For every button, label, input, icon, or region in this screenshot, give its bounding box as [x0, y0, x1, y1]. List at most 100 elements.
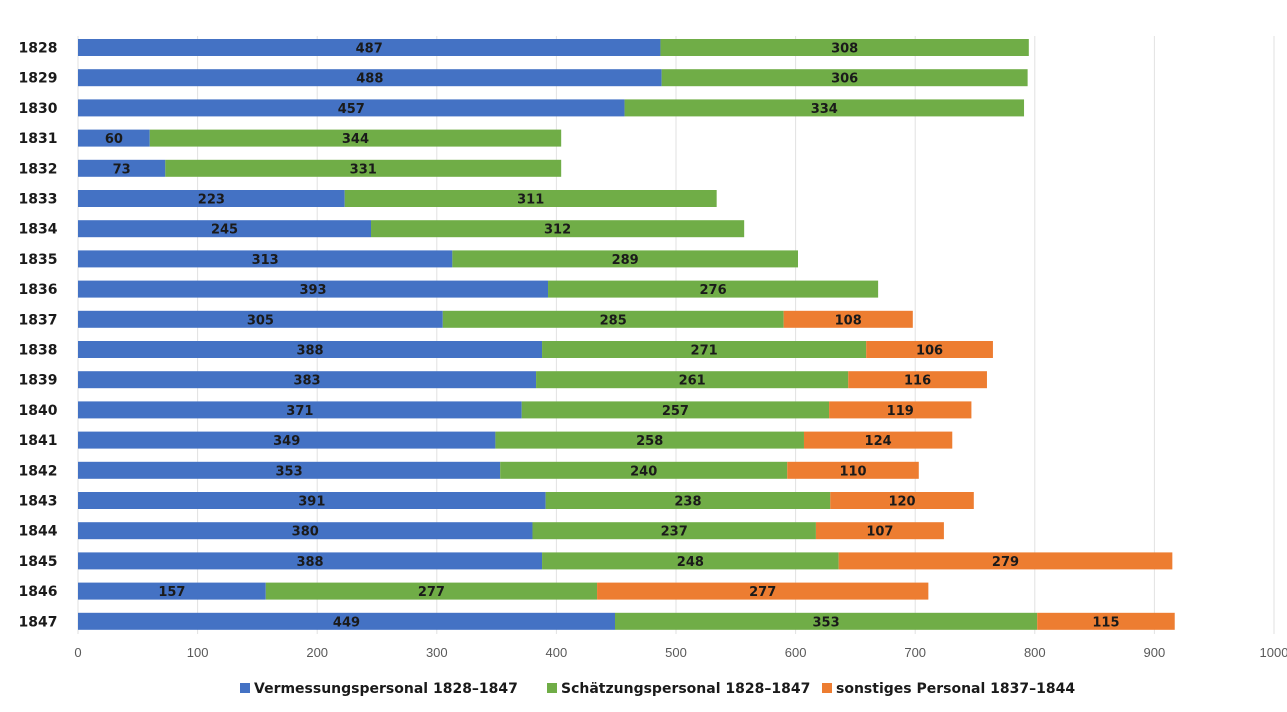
bar-segment-s2	[783, 310, 913, 328]
bar-segment-s1	[344, 190, 717, 207]
bar-segment-s0	[78, 159, 166, 177]
bar-segment-s0	[78, 250, 453, 268]
bar-segment-s0	[78, 612, 616, 630]
x-tick-label: 1000	[1260, 645, 1287, 660]
y-category-label: 1835	[19, 252, 58, 268]
data-label: 312	[544, 223, 571, 238]
bar-segment-s1	[500, 461, 788, 479]
bar-segment-s1	[371, 220, 745, 238]
y-category-label: 1847	[19, 614, 58, 630]
y-category-label: 1828	[19, 41, 58, 57]
y-category-label: 1833	[19, 192, 58, 208]
bar-segment-s0	[78, 39, 661, 56]
y-category-label: 1834	[19, 222, 58, 238]
bar-segment-s0	[78, 220, 372, 238]
bar-segment-s2	[830, 492, 974, 509]
y-category-label: 1845	[19, 554, 58, 570]
data-label: 289	[612, 253, 639, 268]
legend: Vermessungspersonal 1828–1847 Schätzungsp…	[240, 681, 1075, 697]
data-label: 116	[904, 374, 931, 389]
data-label: 353	[276, 464, 303, 479]
data-label: 457	[338, 102, 365, 117]
x-tick-label: 700	[904, 645, 926, 660]
bar-segment-s2	[803, 431, 953, 449]
data-label: 277	[418, 585, 445, 600]
data-label: 277	[749, 585, 776, 600]
y-category-label: 1836	[19, 282, 58, 298]
bar-segment-s1	[661, 69, 1028, 87]
bar-segment-s1	[452, 250, 798, 268]
bar-segment-s0	[78, 371, 537, 389]
data-label: 124	[865, 434, 892, 449]
bar-segment-s2	[597, 582, 929, 600]
data-label: 308	[831, 42, 858, 57]
bar-segment-s0	[78, 552, 543, 570]
y-category-label: 1841	[19, 433, 58, 449]
data-label: 388	[296, 344, 323, 359]
bar-segment-s0	[78, 341, 543, 358]
bar-segment-s1	[624, 99, 1025, 117]
data-label: 73	[113, 162, 131, 177]
data-label: 223	[198, 193, 225, 208]
data-label: 248	[677, 555, 704, 570]
bar-segment-s0	[78, 401, 522, 419]
bar-segment-s1	[495, 431, 804, 449]
bar-segment-s1	[548, 280, 879, 298]
y-category-label: 1846	[19, 584, 58, 600]
data-label: 108	[835, 313, 862, 328]
legend-swatch	[547, 683, 557, 693]
y-category-label: 1830	[19, 101, 58, 117]
bar-segment-s0	[78, 280, 549, 298]
x-tick-label: 600	[785, 645, 807, 660]
bar-segment-s0	[78, 582, 266, 600]
x-tick-label: 400	[546, 645, 568, 660]
bar-segment-s1	[165, 159, 562, 177]
data-label: 257	[662, 404, 689, 419]
bar-segment-s0	[78, 99, 625, 117]
bar-segment-s1	[532, 522, 816, 540]
y-category-label: 1840	[19, 403, 58, 419]
bar-segment-s2	[848, 371, 987, 389]
bar-segment-s2	[1037, 612, 1175, 630]
bar-segment-s1	[521, 401, 830, 419]
legend-swatch	[240, 683, 250, 693]
data-label: 271	[691, 344, 718, 359]
data-label: 240	[630, 464, 657, 479]
bar-segment-s0	[78, 190, 345, 207]
data-label: 371	[286, 404, 313, 419]
data-label: 391	[298, 495, 325, 510]
bar-segment-s0	[78, 69, 662, 87]
bar-segment-s2	[815, 522, 944, 540]
x-tick-label: 100	[187, 645, 209, 660]
data-label: 349	[273, 434, 300, 449]
data-label: 120	[888, 495, 915, 510]
data-label: 306	[831, 72, 858, 87]
data-label: 238	[674, 495, 701, 510]
bar-segment-s0	[78, 129, 150, 147]
data-label: 110	[839, 464, 866, 479]
x-tick-label: 800	[1024, 645, 1046, 660]
data-label: 353	[813, 615, 840, 630]
data-label: 279	[992, 555, 1019, 570]
legend-swatch	[822, 683, 832, 693]
legend-label: Schätzungspersonal 1828–1847	[561, 681, 810, 697]
bar-segment-s1	[149, 129, 562, 147]
bar-segment-s2	[829, 401, 972, 419]
y-category-label: 1842	[19, 463, 58, 479]
data-label: 285	[600, 313, 627, 328]
data-label: 313	[252, 253, 279, 268]
x-axis-ticks: 0 100 200 300 400 500 600 700 800 900 1000	[74, 645, 1287, 660]
y-category-label: 1831	[19, 131, 58, 147]
y-axis-categories: 1828 1829 1830 1831 1832 1833 1834 1835 1836 1837…	[19, 41, 58, 631]
data-label: 305	[247, 313, 274, 328]
bar-segment-s0	[78, 431, 496, 449]
data-label: 449	[333, 615, 360, 630]
data-label: 245	[211, 223, 238, 238]
y-category-label: 1843	[19, 494, 58, 510]
bar-segment-s1	[536, 371, 849, 389]
data-label: 488	[356, 72, 383, 87]
y-category-label: 1838	[19, 343, 58, 359]
data-label: 157	[158, 585, 185, 600]
data-label: 388	[296, 555, 323, 570]
data-label: 487	[356, 42, 383, 57]
